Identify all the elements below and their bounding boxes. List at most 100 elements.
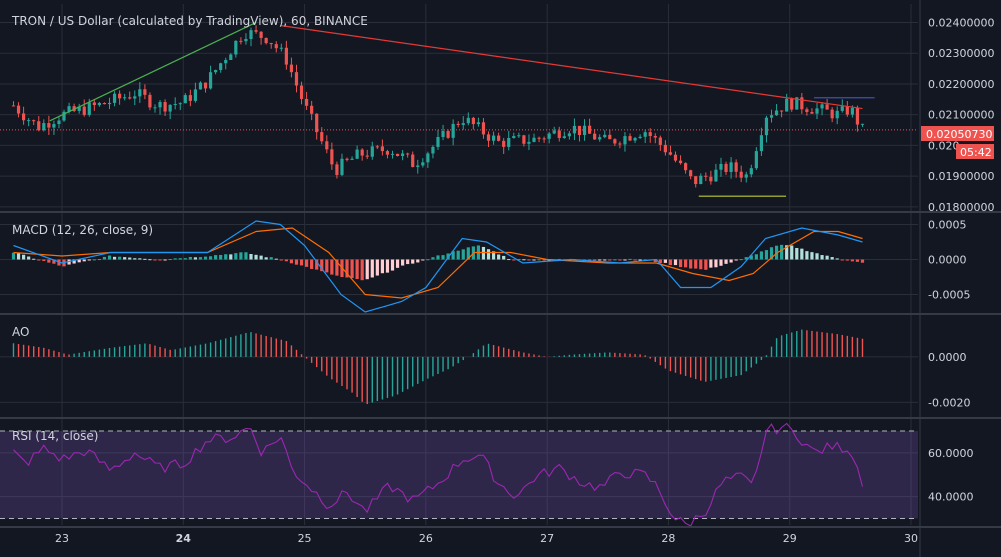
candle-body — [764, 117, 769, 136]
candle-body — [704, 175, 708, 177]
price-tick-label: 0.01800000 — [928, 201, 994, 214]
candle-body — [289, 64, 294, 73]
candle-body — [542, 138, 546, 140]
candle-body — [193, 89, 198, 101]
candle-body — [264, 37, 268, 44]
candle-body — [102, 103, 107, 105]
macd-histogram-bar — [623, 259, 627, 261]
candle-body — [208, 72, 213, 89]
candle-body — [643, 132, 647, 137]
candle-body — [128, 97, 132, 99]
macd-histogram-bar — [517, 259, 521, 261]
main-chart-title: TRON / US Dollar (calculated by TradingV… — [11, 14, 368, 28]
trend-up-line[interactable] — [49, 21, 257, 122]
macd-histogram-bar — [385, 259, 390, 273]
candle-body — [411, 154, 415, 168]
time-tick-label: 26 — [419, 532, 433, 545]
candle-body — [835, 110, 839, 119]
trendlines[interactable] — [49, 21, 875, 197]
rsi-title: RSI (14, close) — [12, 429, 98, 443]
macd-histogram-bar — [436, 255, 440, 260]
candle-body — [163, 102, 167, 112]
macd-histogram-bar — [77, 259, 81, 263]
candle-body — [759, 135, 764, 152]
candle-body — [153, 107, 157, 109]
candle-body — [355, 149, 359, 159]
macd-histogram-bar — [790, 245, 794, 260]
candle-body — [598, 137, 602, 140]
candle-body — [249, 30, 253, 39]
candle-body — [522, 135, 526, 144]
macd-histogram-bar — [406, 259, 410, 265]
macd-histogram-bar — [684, 259, 688, 268]
trend-down-line[interactable] — [280, 24, 863, 110]
candle-body — [845, 106, 849, 115]
macd-histogram-bar — [673, 259, 678, 266]
candle-body — [805, 109, 809, 113]
macd-histogram-bar — [198, 257, 203, 260]
macd-histogram-bar — [486, 249, 491, 260]
candle-body — [537, 137, 541, 139]
macd-histogram-bar — [193, 257, 198, 260]
candle-body — [133, 96, 137, 99]
candle-body — [527, 141, 531, 144]
rsi-band-fill — [0, 430, 918, 519]
macd-histogram-bar — [224, 254, 228, 260]
candle-body — [299, 85, 304, 99]
macd-histogram-bar — [714, 259, 718, 268]
price-axis[interactable]: 0.02400000 0.02300000 0.02200000 0.02100000… — [928, 16, 994, 503]
macd-histogram-bar — [451, 251, 455, 260]
macd-histogram-bar — [845, 259, 849, 261]
candle-body — [623, 136, 627, 145]
candle-body — [254, 30, 258, 32]
macd-line — [13, 220, 863, 313]
ao-title: AO — [12, 325, 29, 339]
candle-body — [774, 110, 779, 116]
candle-body — [785, 98, 789, 112]
macd-histogram-bar — [527, 259, 531, 261]
candle-body — [385, 151, 390, 155]
macd-histogram-bar — [522, 259, 526, 261]
macd-histogram-bar — [320, 259, 324, 272]
candle-body — [507, 137, 511, 147]
macd-histogram-bar — [16, 253, 21, 260]
macd-histogram-bar — [42, 259, 46, 261]
macd-histogram-bar — [188, 256, 192, 260]
candle-body — [840, 106, 844, 111]
time-axis[interactable]: 23 24 25 26 27 28 29 30 — [55, 532, 918, 545]
macd-histogram-bar — [244, 252, 248, 260]
candle-body — [749, 168, 753, 175]
candle-body — [830, 109, 834, 119]
candle-body — [426, 153, 430, 163]
macd-histogram-bar — [416, 259, 420, 263]
macd-histogram-bar — [653, 259, 657, 263]
macd-histogram-bar — [360, 259, 364, 281]
candle-body — [158, 102, 162, 108]
candle-body — [502, 140, 506, 147]
macd-histogram-bar — [269, 257, 273, 260]
macd-histogram-bar — [72, 259, 76, 264]
macd-histogram-bar — [97, 259, 101, 261]
candle-body — [855, 108, 860, 125]
macd-histogram-bar — [780, 244, 784, 260]
candle-body — [178, 103, 182, 105]
candle-body — [97, 103, 101, 106]
candle-body — [173, 104, 177, 106]
candle-body — [744, 174, 748, 178]
candle-body — [148, 94, 152, 108]
macd-histogram-bar — [118, 256, 122, 260]
macd-histogram-bar — [27, 256, 31, 260]
price-tick-label: 0.02400000 — [928, 16, 994, 29]
macd-histogram-bar — [153, 259, 157, 261]
time-tick-label: 27 — [540, 532, 554, 545]
macd-histogram-bar — [532, 259, 536, 261]
candle-body — [633, 138, 637, 141]
price-tick-label: 0.02100000 — [928, 109, 994, 122]
candle-body — [628, 136, 632, 141]
candle-body — [330, 149, 334, 165]
macd-histogram-bar — [598, 259, 602, 261]
countdown-value: 05:42 — [960, 146, 992, 159]
macd-histogram-bar — [234, 253, 238, 260]
